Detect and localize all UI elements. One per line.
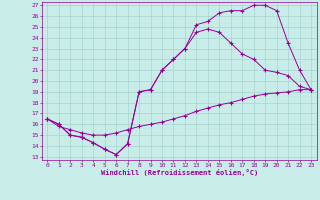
X-axis label: Windchill (Refroidissement éolien,°C): Windchill (Refroidissement éolien,°C) [100, 169, 258, 176]
